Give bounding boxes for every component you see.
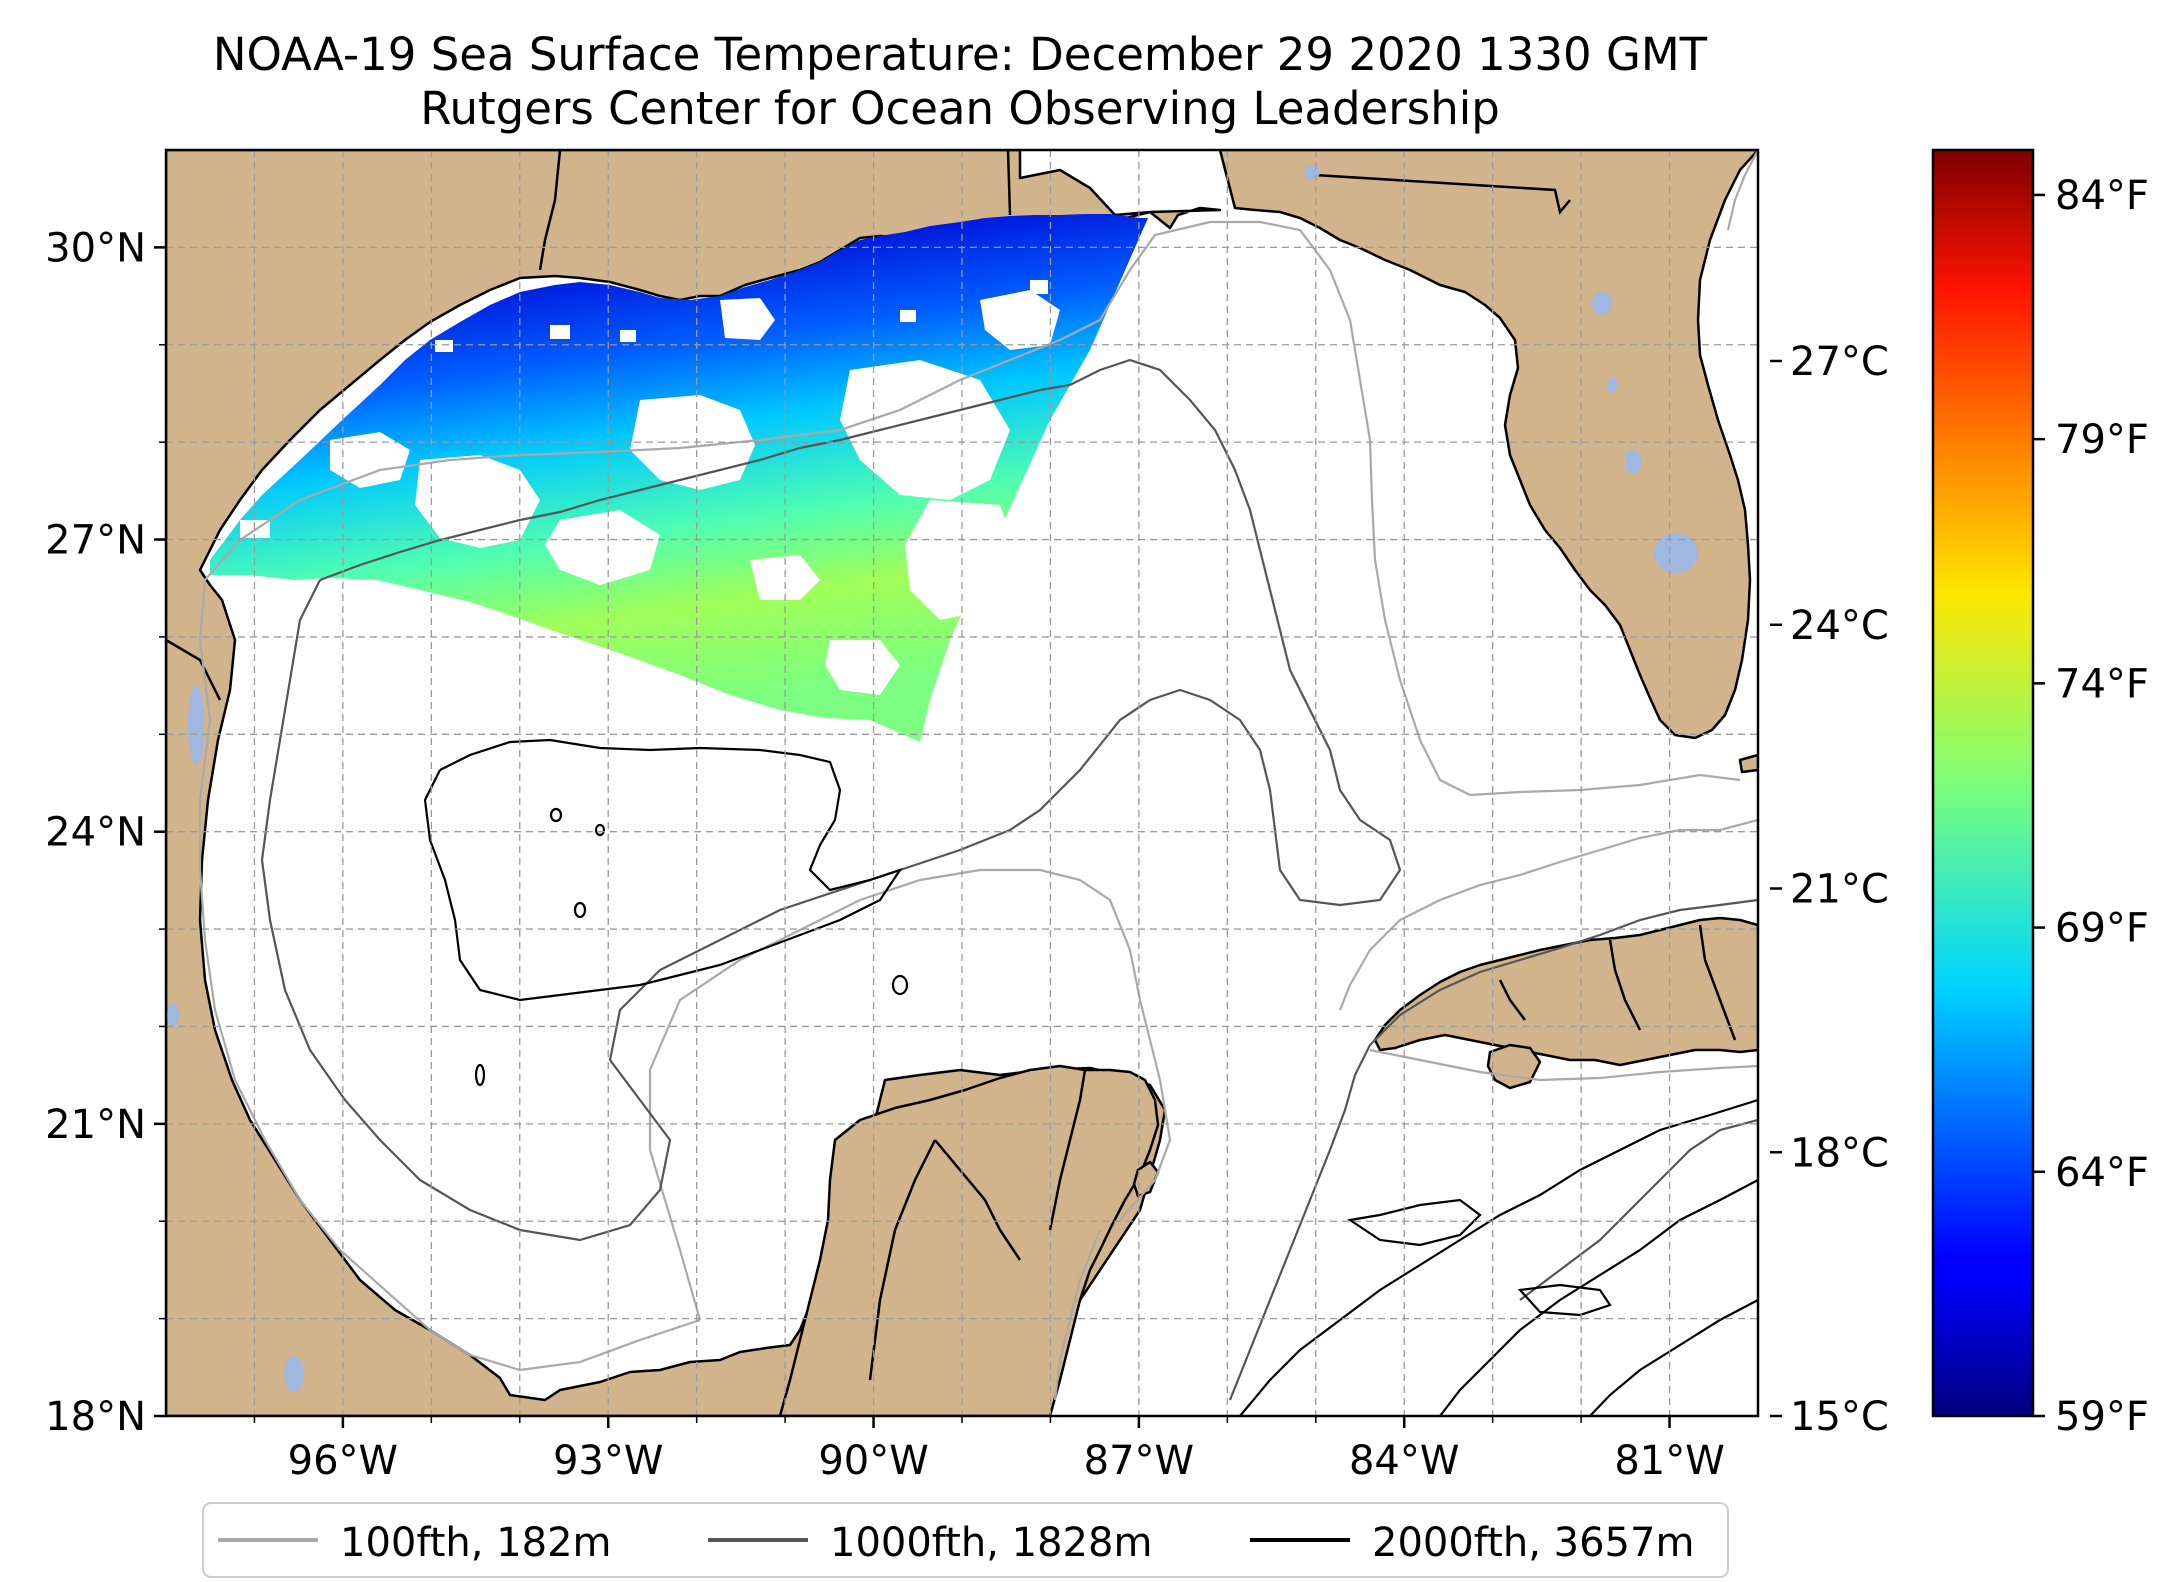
legend-label-2000fth: 2000fth, 3657m [1372, 1520, 1694, 1566]
colorbar-f-label: 64°F [2055, 1150, 2149, 1196]
colorbar-f-label: 79°F [2055, 417, 2149, 463]
legend-box [202, 1502, 1729, 1578]
colorbar-f-label: 69°F [2055, 906, 2149, 952]
lon-tick-label: 90°W [818, 1438, 928, 1484]
lake-fl-2 [1592, 291, 1612, 315]
bahamas-fragment [1738, 753, 1758, 774]
legend-label-1000fth: 1000fth, 1828m [830, 1520, 1152, 1566]
colorbar-c-label: 18°C [1790, 1130, 1889, 1176]
colorbar-c-label: 15°C [1790, 1394, 1889, 1440]
contour-2000fth [423, 738, 1758, 1416]
legend-label-100fth: 100fth, 182m [340, 1520, 612, 1566]
contour-1000fth [260, 358, 1758, 1401]
lake-alabama [1304, 165, 1320, 179]
legend-item-1000fth: 1000fth, 1828m [708, 1520, 1152, 1566]
border-cuba-province-2 [1608, 939, 1642, 1031]
lon-tick-label: 96°W [288, 1438, 398, 1484]
lagoon-veracruz [284, 1356, 304, 1392]
colorbar-c-label: 21°C [1790, 867, 1889, 913]
contour-100fth [198, 150, 1758, 1401]
border-mexico-north [166, 638, 222, 701]
lagoon-mexico [167, 1003, 179, 1027]
border-yucatan [934, 1139, 1022, 1261]
border-cuba-province-3 [1698, 924, 1737, 1041]
sst-swath [210, 214, 1148, 742]
colorbar-f-label: 59°F [2055, 1394, 2149, 1440]
colorbar-f-label: 74°F [2055, 661, 2149, 707]
lat-tick-label: 24°N [45, 810, 146, 856]
yucatan-land [778, 1064, 1160, 1416]
gridlines [166, 150, 1758, 1416]
border-campeche [868, 1139, 937, 1381]
legend-item-100fth: 100fth, 182m [218, 1520, 612, 1566]
legend: 100fth, 182m 1000fth, 1828m 2000fth, 365… [202, 1502, 1729, 1578]
border-tx-la [538, 150, 562, 271]
lakes [167, 165, 1698, 1392]
lon-tick-label: 84°W [1349, 1438, 1459, 1484]
lake-fl-1 [1625, 450, 1641, 474]
lon-tick-label: 81°W [1614, 1438, 1724, 1484]
lon-tick-label: 87°W [1084, 1438, 1194, 1484]
lat-tick-label: 18°N [45, 1394, 146, 1440]
border-cuba-province-1 [1498, 979, 1526, 1021]
latitude-axis: 30°N 27°N 24°N 21°N 18°N [45, 225, 166, 1440]
land [166, 150, 1758, 1416]
longitude-axis: 96°W 93°W 90°W 87°W 84°W 81°W [253, 1416, 1725, 1484]
map-subtitle: Rutgers Center for Ocean Observing Leade… [420, 82, 1500, 135]
lat-tick-label: 21°N [45, 1102, 146, 1148]
colorbar-c-label: 24°C [1790, 603, 1889, 649]
border-al-fl [1314, 173, 1571, 215]
cozumel-land [1132, 1160, 1160, 1198]
colorbar: 27°C 24°C 21°C 18°C 15°C 84°F 79°F 74°F 69°F 64°… [1770, 148, 2149, 1440]
lake-fl-3 [1607, 377, 1617, 393]
lat-tick-label: 30°N [45, 225, 146, 271]
cuba-land [1373, 916, 1758, 1067]
cloud-gaps [240, 280, 1060, 695]
colorbar-f-label: 84°F [2055, 173, 2149, 219]
colorbar-gradient [1931, 148, 2035, 1418]
lat-tick-label: 27°N [45, 518, 146, 564]
lake-okeechobee [1654, 533, 1698, 573]
lon-tick-label: 93°W [553, 1438, 663, 1484]
border-qroo [1048, 1069, 1087, 1231]
florida-land [1218, 150, 1758, 740]
legend-item-2000fth: 2000fth, 3657m [1250, 1520, 1694, 1566]
border-ms-al [1006, 150, 1012, 216]
colorbar-celsius-axis: 27°C 24°C 21°C 18°C 15°C [1770, 339, 1889, 1440]
colorbar-fahrenheit-axis: 84°F 79°F 74°F 69°F 64°F 59°F [2033, 173, 2149, 1440]
map-area [166, 150, 1758, 1416]
colorbar-c-label: 27°C [1790, 339, 1889, 385]
lagoon-tamaulipas [188, 685, 204, 765]
map-title: NOAA-19 Sea Surface Temperature: Decembe… [212, 28, 1708, 81]
borders [166, 150, 1737, 1381]
